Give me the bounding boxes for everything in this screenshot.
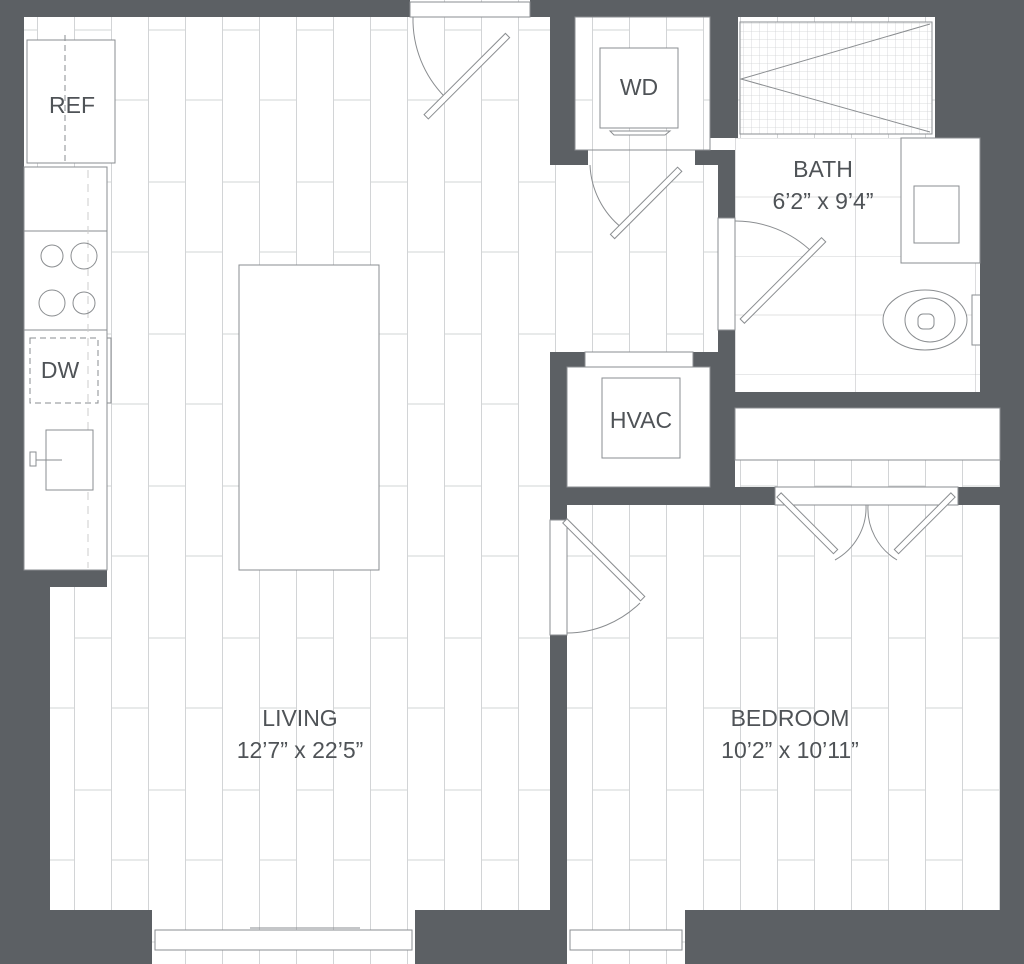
bedroom-closet	[734, 407, 1001, 561]
ref-label: REF	[49, 92, 95, 118]
kitchen	[23, 35, 116, 571]
hvac-label: HVAC	[609, 407, 673, 433]
bath-dims: 6’2” x 9’4”	[772, 188, 874, 214]
hvac-closet	[566, 351, 711, 488]
bath-fixtures	[717, 21, 981, 351]
laundry-closet	[574, 16, 711, 240]
living-name: LIVING	[262, 705, 338, 731]
windows	[154, 927, 683, 951]
bedroom-door	[549, 518, 646, 636]
entry-door	[409, 1, 531, 120]
kitchen-island	[238, 264, 380, 571]
bath-name: BATH	[793, 156, 853, 182]
living-dims: 12’7” x 22’5”	[236, 737, 364, 763]
bedroom-name: BEDROOM	[730, 705, 850, 731]
wd-label: WD	[619, 74, 659, 100]
bedroom-dims: 10’2” x 10’11”	[721, 737, 859, 763]
dw-label: DW	[40, 357, 80, 383]
